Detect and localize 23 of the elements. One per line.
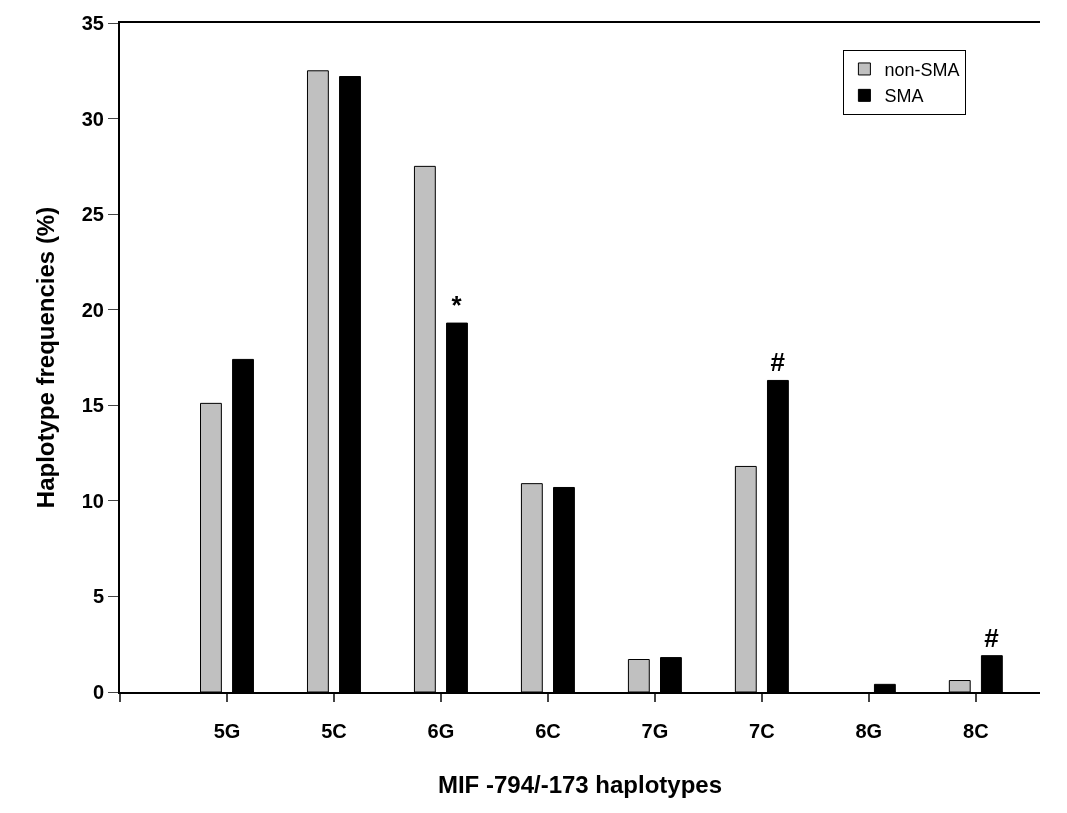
y-tick-label: 20 [81,298,104,321]
data-label: # [770,347,786,378]
data-label: # [984,622,1000,653]
x-tick-label: 8C [963,720,989,742]
x-tick-label: 6C [535,720,561,742]
y-tick-label: 0 [92,681,104,703]
legend-label: non-SMA [884,59,960,80]
y-tick-label: 10 [81,489,104,512]
y-axis-title: Haplotype frequencies (%) [32,206,60,509]
x-tick-label: 7C [749,720,775,742]
x-axis-title: MIF -794/-173 haplotypes [437,770,723,798]
y-tick-label: 35 [81,12,104,34]
x-tick-label: 5C [321,720,347,742]
x-tick-label: 5G [213,720,241,742]
y-tick-label: 25 [81,203,104,226]
legend-label: SMA [884,86,924,107]
x-tick-label: 8G [855,720,883,742]
x-tick-label: 7G [641,720,669,742]
y-tick-label: 5 [92,585,104,608]
data-label: * [451,290,463,321]
y-tick-label: 15 [81,394,104,417]
y-tick-label: 30 [81,107,104,130]
x-tick-label: 6G [427,720,455,742]
